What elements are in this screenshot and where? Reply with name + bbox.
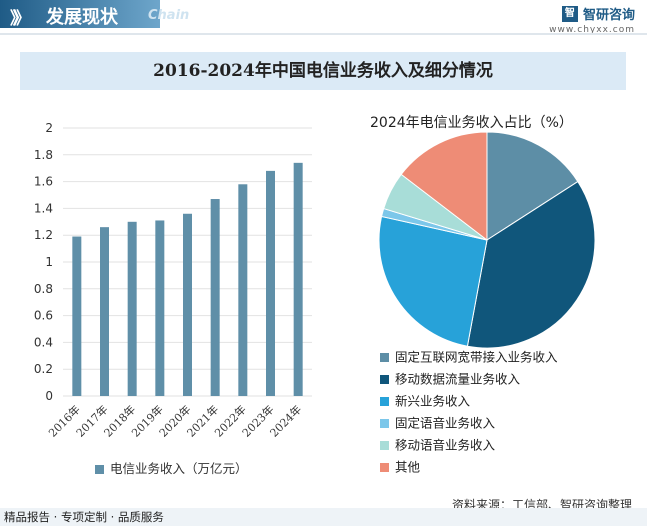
legend-item: 固定语音业务收入 <box>380 412 558 434</box>
bar <box>100 227 109 396</box>
pie-slice <box>378 215 488 347</box>
y-tick-label: 1.6 <box>34 175 53 189</box>
legend-swatch <box>380 375 389 384</box>
y-tick-label: 0.6 <box>34 309 53 323</box>
brand-name: 智研咨询 <box>582 8 635 23</box>
y-tick-label: 1.8 <box>34 148 53 162</box>
y-tick-label: 0.4 <box>34 335 53 349</box>
header-divider <box>0 33 647 35</box>
bar <box>266 170 275 396</box>
footer-text: 精品报告 · 专项定制 · 品质服务 <box>4 510 164 524</box>
section-title: 发展现状 <box>46 7 118 28</box>
bar <box>210 199 220 396</box>
pie-slice <box>466 180 596 349</box>
footer: 精品报告 · 专项定制 · 品质服务 <box>0 508 647 526</box>
legend-swatch <box>380 441 389 450</box>
brand-url: www.chyxx.com <box>549 25 635 35</box>
legend-item: 新兴业务收入 <box>380 390 558 412</box>
legend-label: 固定语音业务收入 <box>395 415 496 431</box>
page-header: 》》 发展现状 Chain 智 智研咨询 www.chyxx.com <box>0 0 647 35</box>
legend-item: 移动数据流量业务收入 <box>380 368 558 390</box>
bar <box>127 221 137 396</box>
pie-slice <box>400 131 488 242</box>
header-bar: 》》 发展现状 <box>0 0 160 29</box>
brand-logo-icon: 智 <box>561 5 578 22</box>
bar <box>238 184 248 396</box>
y-tick-label: 1.2 <box>34 228 53 242</box>
y-tick-label: 0 <box>45 389 53 403</box>
legend-item: 固定互联网宽带接入业务收入 <box>380 346 558 368</box>
double-chevron-icon: 》》 <box>10 9 30 29</box>
bar <box>72 236 82 396</box>
legend-swatch <box>380 397 389 406</box>
y-tick-label: 1 <box>45 255 53 269</box>
y-tick-label: 0.2 <box>34 362 53 376</box>
bar-legend: 电信业务收入（万亿元） <box>95 458 248 477</box>
pie-chart-title: 2024年电信业务收入占比（%） <box>370 115 573 131</box>
bar-legend-label: 电信业务收入（万亿元） <box>110 461 248 476</box>
brand: 智 智研咨询 www.chyxx.com <box>549 3 635 35</box>
legend-item: 移动语音业务收入 <box>380 434 558 456</box>
chart-title: 2016-2024年中国电信业务收入及细分情况 <box>20 52 626 90</box>
y-tick-label: 0.8 <box>34 282 53 296</box>
legend-label: 新兴业务收入 <box>395 393 471 409</box>
legend-label: 移动语音业务收入 <box>395 437 496 453</box>
legend-label: 固定互联网宽带接入业务收入 <box>395 349 558 365</box>
legend-label: 移动数据流量业务收入 <box>395 371 521 387</box>
pie-slice <box>486 131 579 241</box>
y-tick-label: 1.4 <box>34 201 53 215</box>
bar <box>293 162 303 396</box>
legend-swatch <box>380 463 389 472</box>
y-tick-label: 2 <box>45 121 53 135</box>
section-subtitle: Chain <box>148 8 190 23</box>
pie-chart <box>378 131 596 349</box>
legend-swatch <box>380 419 389 428</box>
bar-legend-swatch <box>95 465 104 474</box>
legend-label: 其他 <box>395 459 421 475</box>
bar <box>155 220 165 396</box>
legend-swatch <box>380 353 389 362</box>
bar-chart: 00.20.40.60.811.21.41.61.822016年2017年201… <box>34 121 312 440</box>
legend-item: 其他 <box>380 456 558 478</box>
x-tick-label: 2024年 <box>267 402 304 439</box>
bar <box>183 213 192 396</box>
pie-legend: 固定互联网宽带接入业务收入 移动数据流量业务收入 新兴业务收入固定语音业务收入 移动语… <box>380 346 558 478</box>
